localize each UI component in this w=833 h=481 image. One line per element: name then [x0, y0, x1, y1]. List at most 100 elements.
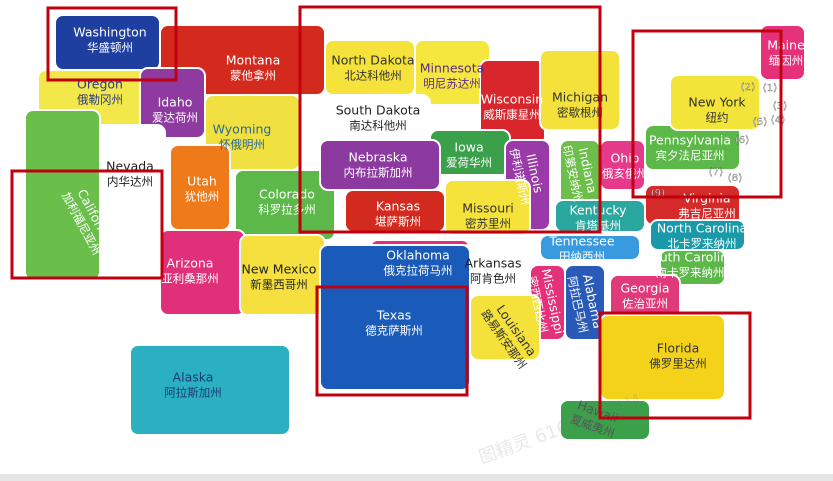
small-state-number: (5): [753, 117, 767, 128]
state-name-zh: 田纳西州: [559, 250, 605, 264]
highlight-box: [315, 285, 469, 397]
state-name-zh: 华盛顿州: [87, 41, 133, 55]
state-name-en: Pennsylvania: [649, 133, 731, 148]
state-name-zh: 内布拉斯加州: [344, 166, 413, 180]
state-name-en: Arizona: [167, 256, 214, 271]
highlight-box: [298, 5, 602, 234]
state-name-en: New Mexico: [242, 262, 317, 277]
highlight-box: [46, 6, 178, 82]
state-name-zh: 俄亥俄州: [602, 167, 648, 181]
highlight-box: [598, 311, 752, 420]
state-name-zh: 纽约: [706, 111, 729, 125]
state-name-zh: 北达科他州: [344, 69, 402, 83]
state-name-en: Alaska: [173, 370, 214, 385]
state-name-zh: 阿肯色州: [470, 272, 516, 286]
state-name-en: Nebraska: [349, 150, 408, 165]
state-region: [669, 74, 761, 131]
small-state-number: (8): [728, 173, 742, 184]
state-name-zh: 新墨西哥州: [250, 278, 308, 292]
state-name-zh: 宾夕法尼亚州: [656, 149, 725, 163]
state-name-zh: 南卡罗来纳州: [656, 266, 725, 280]
state-name-zh: 南达科他州: [349, 119, 407, 133]
state-name-en: Minnesota: [420, 61, 485, 76]
state-name-en: Kansas: [376, 199, 420, 214]
state-name-en: Oklahoma: [386, 248, 450, 263]
state-name-en: Tennessee: [548, 234, 614, 249]
state-name-en: Michigan: [552, 90, 608, 105]
state-region: [539, 234, 641, 261]
state-name-zh: 德克萨斯州: [365, 324, 423, 338]
bottom-strip: [0, 474, 833, 481]
state-name-en: Colorado: [259, 187, 315, 202]
state-name-en: Texas: [376, 308, 412, 323]
state-region: [559, 399, 651, 441]
state-region: [324, 39, 416, 96]
state-name-en: North Carolina: [657, 221, 747, 236]
state-name-en: Missouri: [462, 201, 513, 216]
state-name-en: New York: [688, 95, 746, 110]
state-name-zh: 俄克拉荷马州: [384, 264, 453, 278]
state-name-zh: 缅因州: [769, 54, 804, 68]
regions: [24, 14, 806, 441]
state-name-en: North Dakota: [331, 53, 414, 68]
state-name-en: Maine: [767, 38, 805, 53]
state-name-zh: 科罗拉多州: [258, 203, 316, 217]
state-name-en: Idaho: [158, 95, 193, 110]
state-region: [444, 179, 531, 236]
state-name-en: Florida: [657, 341, 700, 356]
state-name-zh: 阿拉斯加州: [164, 386, 222, 400]
state-region: [564, 264, 606, 341]
state-name-en: Washington: [73, 25, 146, 40]
state-name-en: South Dakota: [336, 103, 421, 118]
state-name-en: Utah: [187, 174, 217, 189]
state-name-zh: 北卡罗来纳州: [668, 237, 737, 251]
state-name-zh: 佐治亚州: [622, 297, 668, 311]
state-name-en: Ohio: [611, 151, 640, 166]
state-name-zh: 密苏里州: [465, 217, 511, 231]
small-state-number: (4): [771, 115, 785, 126]
state-name-en: Arkansas: [465, 256, 522, 271]
state-name-zh: 肯塔基州: [575, 219, 621, 233]
state-name-zh: 威斯康星州: [483, 108, 541, 122]
state-name-en: Montana: [226, 53, 281, 68]
state-name-zh: 犹他州: [185, 190, 220, 204]
state-name-en: South Carolina: [644, 250, 736, 265]
small-state-number: (7): [709, 167, 723, 178]
highlight-boxes: [10, 5, 783, 420]
state-name-zh: 怀俄明州: [219, 138, 265, 152]
state-name-zh: 佛罗里达州: [649, 357, 707, 371]
small-state-number: (1): [763, 83, 777, 94]
state-name-zh: 亚利桑那州: [161, 272, 219, 286]
small-state-number: (9): [651, 188, 665, 199]
state-name-en: Wisconsin: [481, 92, 543, 107]
state-region: [129, 344, 291, 436]
highlight-box: [10, 169, 164, 280]
state-region: [319, 244, 471, 391]
state-name-en: Iowa: [454, 140, 483, 155]
